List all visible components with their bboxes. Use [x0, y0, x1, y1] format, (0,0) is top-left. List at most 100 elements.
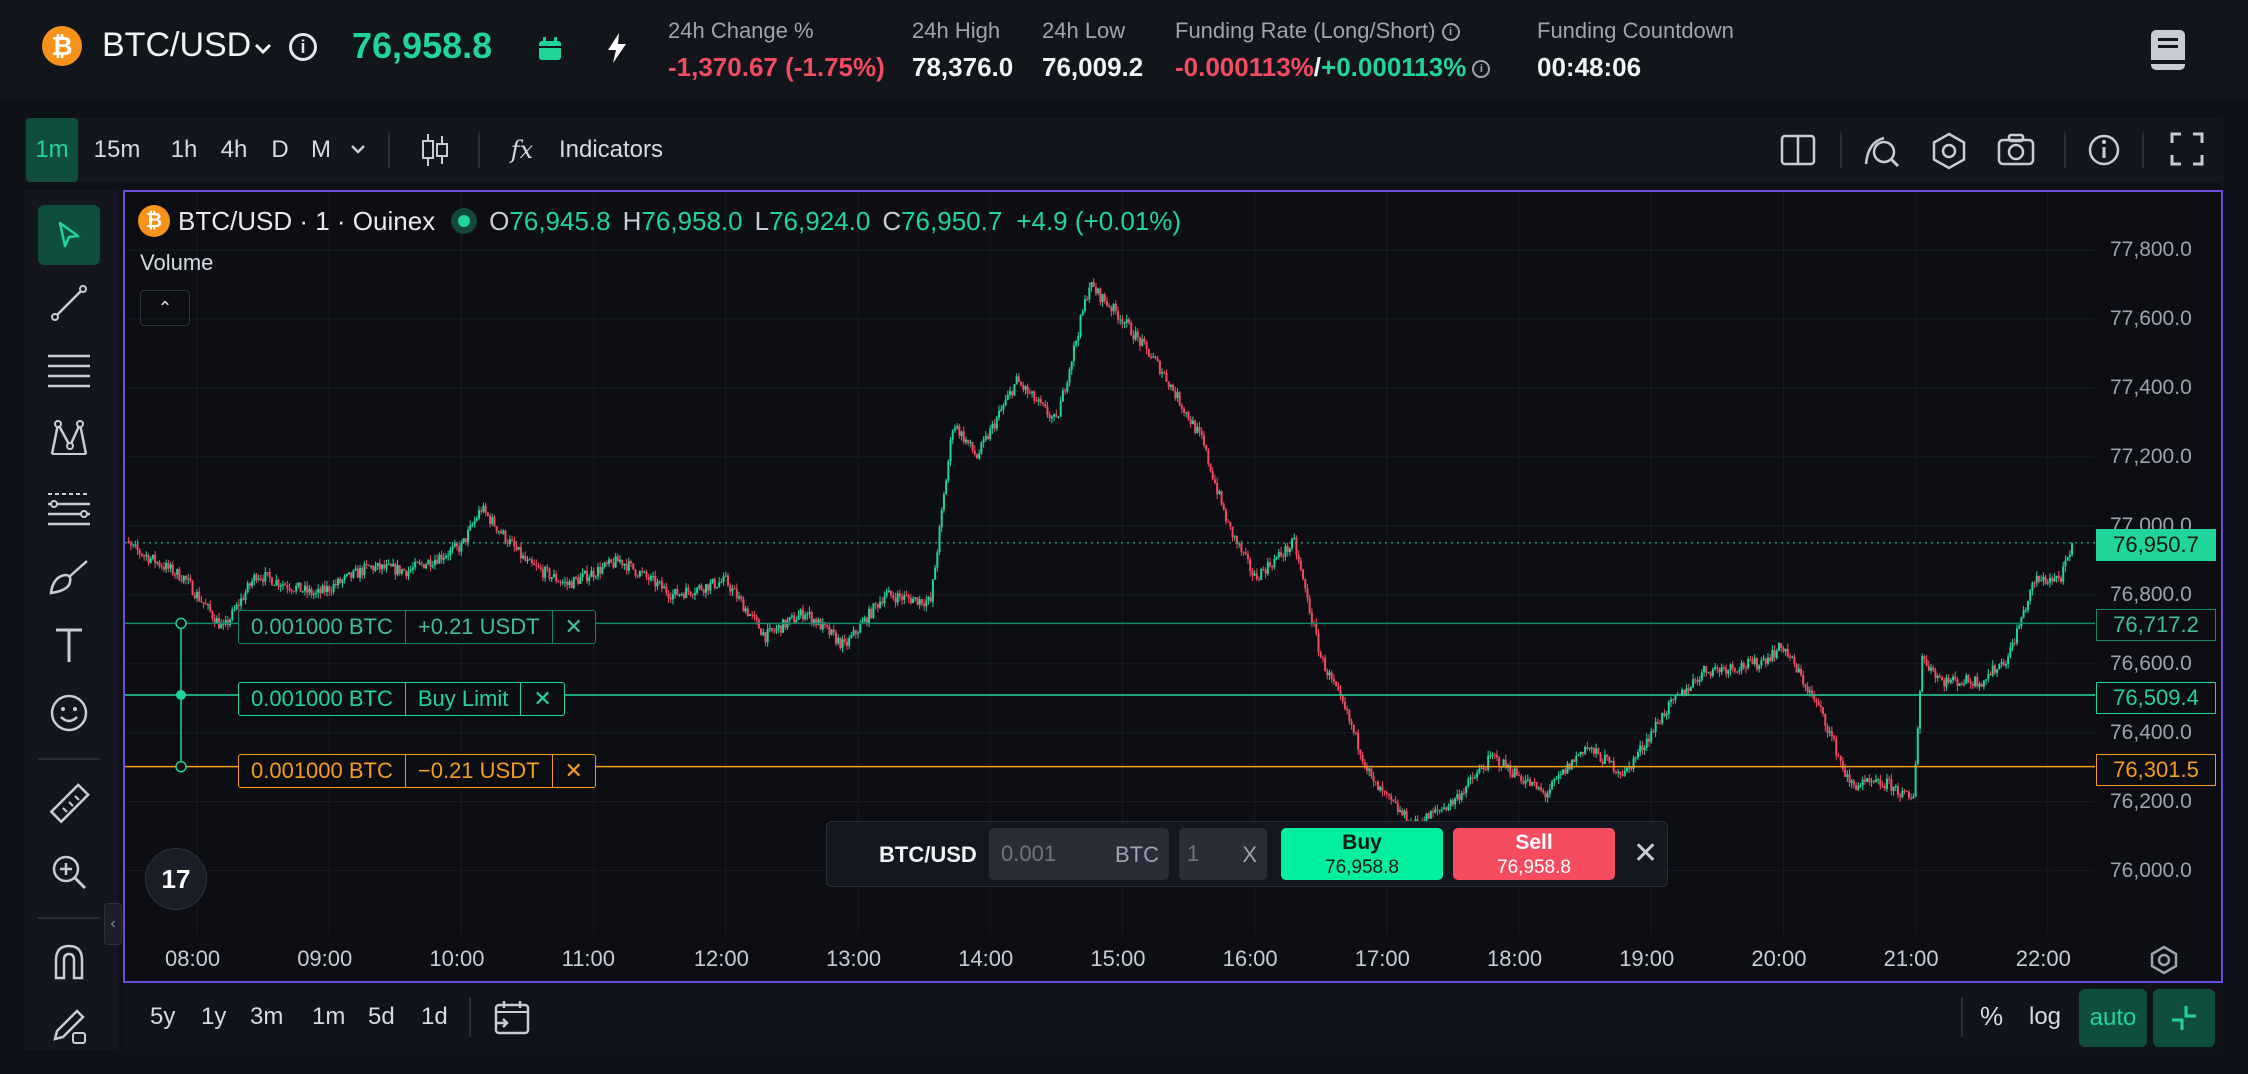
- close-trade-panel-icon[interactable]: ✕: [1633, 837, 1659, 870]
- quantity-input[interactable]: [989, 828, 1169, 880]
- quantity-field[interactable]: BTC: [989, 828, 1169, 880]
- candle-body: [581, 573, 584, 577]
- fx-icon[interactable]: fx: [510, 136, 534, 164]
- lock-drawings-tool[interactable]: [38, 1000, 100, 1050]
- leverage-field[interactable]: X: [1179, 828, 1267, 880]
- auto-scale-toggle[interactable]: auto: [2079, 989, 2147, 1047]
- axis-settings-icon[interactable]: [2148, 944, 2180, 976]
- candle-body: [1097, 288, 1100, 294]
- log-scale-toggle[interactable]: log: [2029, 1003, 2062, 1030]
- pattern-tool[interactable]: [38, 409, 100, 469]
- info-icon[interactable]: [2086, 132, 2122, 168]
- chevron-down-icon[interactable]: [253, 39, 273, 59]
- candle-body: [171, 564, 174, 575]
- fib-tool[interactable]: [38, 478, 100, 538]
- candle-body: [1350, 721, 1353, 725]
- range-5d[interactable]: 5d: [368, 1003, 395, 1030]
- sell-button[interactable]: Sell 76,958.8: [1453, 828, 1615, 880]
- timeframe-m[interactable]: M: [311, 136, 331, 163]
- range-1m[interactable]: 1m: [312, 1003, 346, 1030]
- close-icon[interactable]: ✕: [520, 683, 563, 715]
- candle-body: [1105, 301, 1108, 306]
- candle-body: [762, 632, 765, 636]
- buy-limit-order[interactable]: 0.001000 BTC Buy Limit ✕: [238, 682, 565, 716]
- candle-body: [1134, 331, 1137, 340]
- candle-body: [1762, 658, 1765, 661]
- candle-body: [248, 583, 251, 586]
- candle-body: [665, 586, 668, 594]
- timeframe-4h[interactable]: 4h: [220, 136, 248, 163]
- magnet-tool[interactable]: [38, 932, 100, 992]
- buy-button[interactable]: Buy 76,958.8: [1281, 828, 1443, 880]
- tradingview-logo[interactable]: 17: [145, 848, 207, 910]
- reset-scale-button[interactable]: [2153, 989, 2215, 1047]
- camera-icon[interactable]: [1996, 132, 2036, 168]
- brush-tool[interactable]: [38, 547, 100, 607]
- range-1d[interactable]: 1d: [421, 1003, 448, 1030]
- candle-body: [2026, 600, 2029, 611]
- range-5y[interactable]: 5y: [150, 1003, 176, 1030]
- cursor-tool[interactable]: [38, 205, 100, 265]
- volume-label[interactable]: Volume: [140, 250, 214, 275]
- order-type: Buy Limit: [404, 683, 520, 715]
- candle-body: [323, 585, 326, 593]
- timeframe-1m[interactable]: 1m: [26, 118, 78, 182]
- candle-body: [1094, 287, 1097, 294]
- candle-body: [1987, 673, 1990, 680]
- text-tool[interactable]: [38, 615, 100, 675]
- legend-collapse-button[interactable]: ⌃: [140, 290, 190, 326]
- take-profit-order[interactable]: 0.001000 BTC +0.21 USDT ✕: [238, 610, 596, 644]
- candle-body: [773, 630, 776, 632]
- candle-body: [1943, 680, 1946, 687]
- trend-line-tool[interactable]: [38, 273, 100, 333]
- range-1y[interactable]: 1y: [201, 1003, 227, 1030]
- calendar-icon[interactable]: [537, 36, 563, 62]
- timeframe-15m[interactable]: 15m: [93, 136, 141, 163]
- leverage-input[interactable]: [1179, 828, 1239, 880]
- replay-icon[interactable]: [1862, 132, 1902, 168]
- candle-body: [841, 639, 844, 648]
- current-price-tag: 76,950.7: [2096, 529, 2216, 561]
- candle-body: [649, 576, 652, 581]
- indicators-button[interactable]: Indicators: [558, 136, 664, 163]
- collapse-toolbar-button[interactable]: ‹: [104, 903, 122, 945]
- candle-body: [460, 542, 463, 552]
- fullscreen-icon[interactable]: [2170, 132, 2204, 166]
- candle-body: [2015, 628, 2018, 644]
- candle-body: [1359, 749, 1362, 755]
- percent-scale-toggle[interactable]: %: [1980, 1001, 2004, 1031]
- candles-icon[interactable]: [420, 132, 450, 168]
- candle-body: [1015, 376, 1018, 385]
- order-book-icon[interactable]: [2148, 28, 2188, 72]
- candle-body: [1174, 390, 1177, 398]
- timeframe-1h[interactable]: 1h: [170, 136, 198, 163]
- timeframe-d[interactable]: D: [271, 136, 289, 163]
- layout-split-icon[interactable]: [1780, 132, 1816, 168]
- date-range-icon[interactable]: [493, 999, 531, 1037]
- candle-body: [603, 562, 606, 567]
- funding-info-icon[interactable]: i: [1441, 23, 1460, 42]
- settings-hexagon-icon[interactable]: [1930, 132, 1968, 170]
- last-price: 76,958.8: [352, 25, 493, 66]
- horizontal-lines-tool[interactable]: [38, 340, 100, 400]
- lightning-icon[interactable]: [605, 32, 629, 64]
- emoji-tool[interactable]: [38, 683, 100, 743]
- candle-body: [526, 559, 529, 561]
- symbol-info-icon[interactable]: i: [289, 33, 317, 61]
- close-icon[interactable]: ✕: [551, 755, 595, 787]
- candle-body: [1890, 779, 1893, 792]
- chevron-down-icon[interactable]: [350, 144, 366, 156]
- candle-body: [154, 554, 157, 564]
- close-icon[interactable]: ✕: [551, 611, 595, 643]
- measure-tool[interactable]: [38, 774, 100, 834]
- zoom-tool[interactable]: [38, 842, 100, 902]
- stop-loss-order[interactable]: 0.001000 BTC −0.21 USDT ✕: [238, 754, 596, 788]
- funding-rate-info-icon[interactable]: i: [1472, 60, 1491, 79]
- candle-body: [594, 576, 597, 578]
- symbol-selector[interactable]: BTC/USD: [102, 26, 252, 64]
- candle-body: [1941, 677, 1944, 681]
- candle-body: [1337, 686, 1340, 690]
- range-3m[interactable]: 3m: [250, 1003, 284, 1030]
- candle-body: [240, 598, 243, 606]
